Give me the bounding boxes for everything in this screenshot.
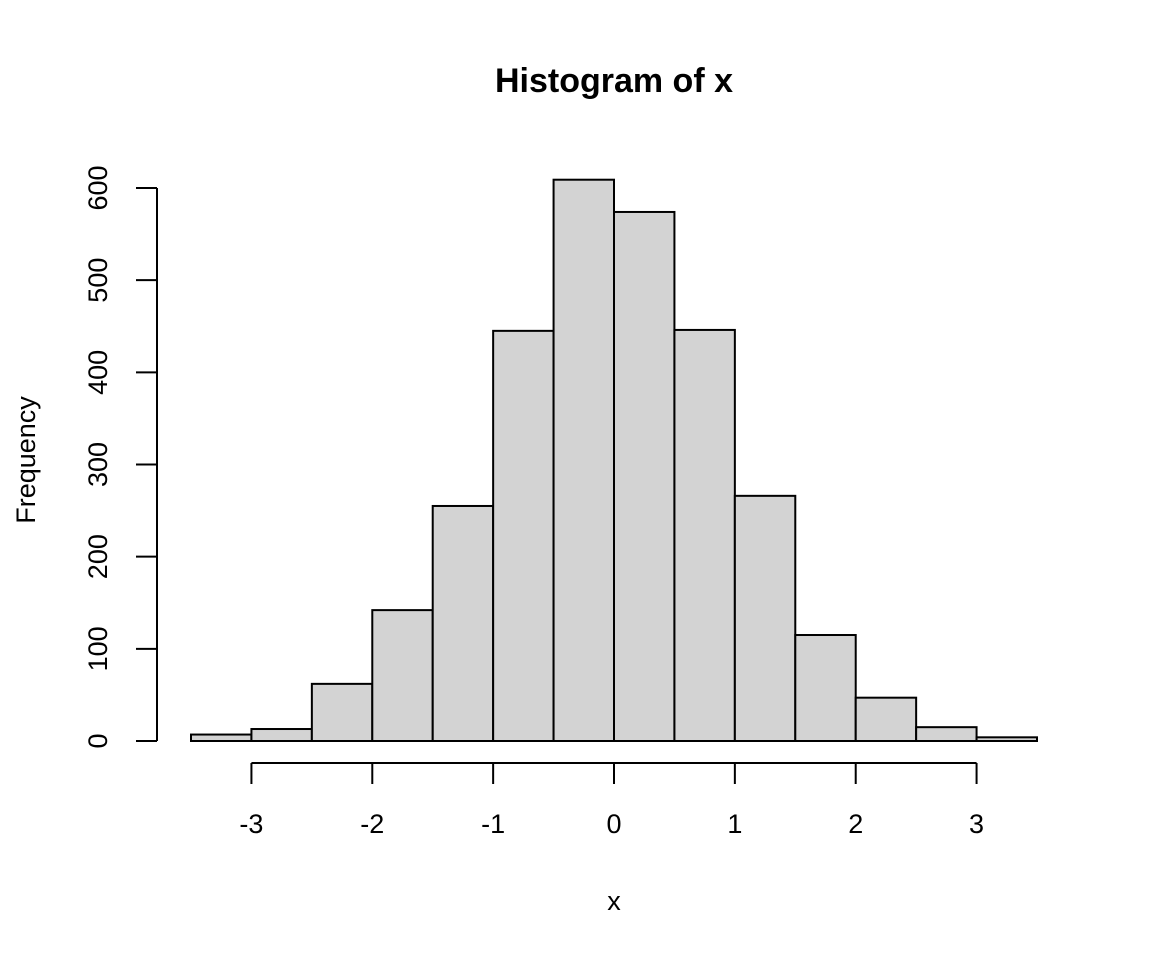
x-tick-label: -2 <box>360 809 384 839</box>
histogram-bar <box>613 210 676 743</box>
histogram-bar <box>975 736 1038 743</box>
histogram-bar <box>854 696 918 742</box>
histogram-bar <box>794 634 857 743</box>
histogram-bar <box>915 726 978 742</box>
y-tick-label: 100 <box>83 626 113 671</box>
x-tick-label: 1 <box>727 809 742 839</box>
x-tick-label: -3 <box>239 809 263 839</box>
histogram-bar <box>310 682 374 743</box>
histogram-bar <box>250 728 313 742</box>
chart-title: Histogram of x <box>495 62 733 100</box>
histogram-bar <box>733 494 797 742</box>
y-tick-label: 500 <box>83 258 113 303</box>
y-tick-label: 200 <box>83 534 113 579</box>
histogram-bar <box>371 609 434 743</box>
histogram-bar <box>552 178 615 742</box>
y-tick-label: 0 <box>83 733 113 748</box>
y-tick-label: 600 <box>83 165 113 210</box>
y-axis: 0 100 200 300 400 500 600 <box>83 165 158 749</box>
x-axis-label: x <box>607 886 621 916</box>
histogram-bar <box>190 733 253 743</box>
x-axis: -3 -2 -1 0 1 2 3 <box>239 762 984 839</box>
x-tick-label: 0 <box>606 809 621 839</box>
bars-group <box>190 178 1038 743</box>
histogram-bar <box>673 328 736 742</box>
y-tick-label: 300 <box>83 442 113 487</box>
x-tick-label: -1 <box>481 809 505 839</box>
histogram-bar <box>431 504 495 742</box>
histogram-bar <box>492 329 555 742</box>
x-tick-label: 2 <box>848 809 863 839</box>
y-tick-label: 400 <box>83 350 113 395</box>
x-tick-label: 3 <box>969 809 984 839</box>
y-axis-label: Frequency <box>11 396 41 524</box>
